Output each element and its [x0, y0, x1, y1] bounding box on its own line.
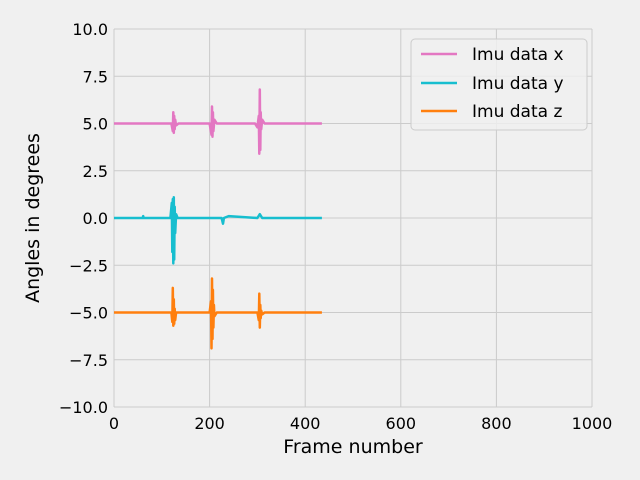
legend-label-y: Imu data y: [472, 74, 564, 94]
legend-box: [410, 38, 588, 131]
x-tick-label: 1000: [572, 414, 613, 433]
x-tick-label: 0: [109, 414, 119, 433]
legend: Imu data x Imu data y Imu data z: [410, 38, 588, 131]
series-line-z: [114, 277, 322, 350]
legend-label-x: Imu data x: [472, 45, 564, 65]
y-tick-label: −5.0: [69, 304, 108, 323]
y-tick-label: −10.0: [59, 398, 108, 417]
x-tick-label: 400: [290, 414, 321, 433]
series-line-y: [114, 195, 322, 265]
y-tick-label: 5.0: [83, 115, 108, 134]
x-tick-label: 600: [386, 414, 417, 433]
x-tick-label: 800: [481, 414, 512, 433]
y-tick-label: 7.5: [83, 67, 108, 86]
x-axis-title: Frame number: [283, 436, 423, 458]
legend-label-z: Imu data z: [472, 102, 562, 122]
y-tick-label: 0.0: [83, 209, 108, 228]
y-tick-label: −2.5: [69, 256, 108, 275]
series-layer: [114, 88, 322, 350]
y-tick-label: 2.5: [83, 162, 108, 181]
series-line-x: [114, 88, 322, 155]
y-tick-label: −7.5: [69, 351, 108, 370]
y-axis-title: Angles in degrees: [22, 133, 44, 303]
y-tick-label: 10.0: [72, 20, 108, 39]
tick-labels: 0 200 400 600 800 1000 −10.0 −7.5 −5.0 −2.5 0.0 2.5…: [59, 20, 612, 433]
x-tick-label: 200: [194, 414, 225, 433]
